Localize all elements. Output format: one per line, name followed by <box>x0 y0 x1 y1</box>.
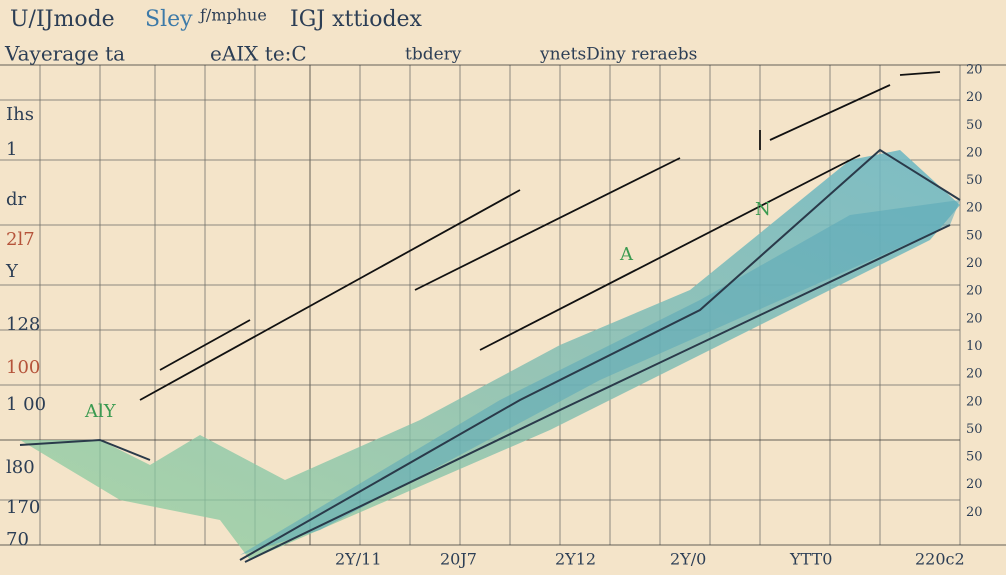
left-label: 1 <box>6 139 17 160</box>
right-label: 20 <box>966 256 983 271</box>
right-label: 10 <box>966 339 983 354</box>
bottom-label: 2Y/0 <box>670 550 706 569</box>
grid <box>0 64 1006 546</box>
annotation: N <box>755 199 771 220</box>
annotation: AlY <box>84 401 117 422</box>
left-label: 128 <box>6 314 40 335</box>
right-label: 20 <box>966 394 983 409</box>
left-label: Ihs <box>6 104 34 125</box>
left-label: Y <box>5 261 19 282</box>
subtitle-part: ynetsDiny reraebs <box>539 45 697 65</box>
right-label: 20 <box>966 284 983 299</box>
right-label: 20 <box>966 311 983 326</box>
subtitle-part: eAIX te:C <box>210 42 307 66</box>
lines <box>19 148 961 563</box>
left-label: 2l7 <box>6 229 35 250</box>
title-part: Sley <box>145 7 193 32</box>
right-label: 50 <box>966 228 983 243</box>
right-label: 50 <box>966 118 983 133</box>
right-label: 20 <box>966 505 983 520</box>
bottom-label: YTT0 <box>789 550 832 569</box>
subtitle-part: tbdery <box>405 45 462 65</box>
area <box>20 150 960 560</box>
title-part: U/IJmode <box>10 7 115 32</box>
bottom-label: 2Y12 <box>555 550 596 569</box>
left-label: 70 <box>6 529 29 550</box>
right-label: 50 <box>966 422 983 437</box>
left-label: dr <box>6 189 27 210</box>
subtitle-part: Vayerage ta <box>4 42 125 66</box>
bottom-label: 20J7 <box>440 550 477 569</box>
right-label: 20 <box>966 477 983 492</box>
bottom-label: 2Y/11 <box>335 550 382 569</box>
arrows <box>139 71 941 401</box>
right-label: 20 <box>966 90 983 105</box>
annotation: A <box>619 244 634 265</box>
left-label: 100 <box>6 357 40 378</box>
area-dark <box>240 200 960 555</box>
right-label: 50 <box>966 450 983 465</box>
title-part: ƒ/mphue <box>198 6 267 25</box>
left-label: 1 00 <box>6 394 46 415</box>
bottom-labels: 2Y/11 20J7 2Y12 2Y/0 YTT0 220c2 <box>335 550 965 569</box>
left-label: 170 <box>6 497 40 518</box>
right-labels: 20 20 50 20 50 20 50 20 20 20 10 20 20 50 50 20 20 <box>966 63 983 520</box>
bottom-label: 220c2 <box>915 550 965 569</box>
left-label: l80 <box>6 457 35 478</box>
left-labels: Ihs 1 dr 2l7 Y 128 100 1 00 l80 170 70 <box>5 104 46 550</box>
title-part: IGJ xttiodex <box>290 7 423 32</box>
right-label: 20 <box>966 145 983 160</box>
right-label: 20 <box>966 201 983 216</box>
right-label: 50 <box>966 173 983 188</box>
right-label: 20 <box>966 63 983 78</box>
right-label: 20 <box>966 367 983 382</box>
